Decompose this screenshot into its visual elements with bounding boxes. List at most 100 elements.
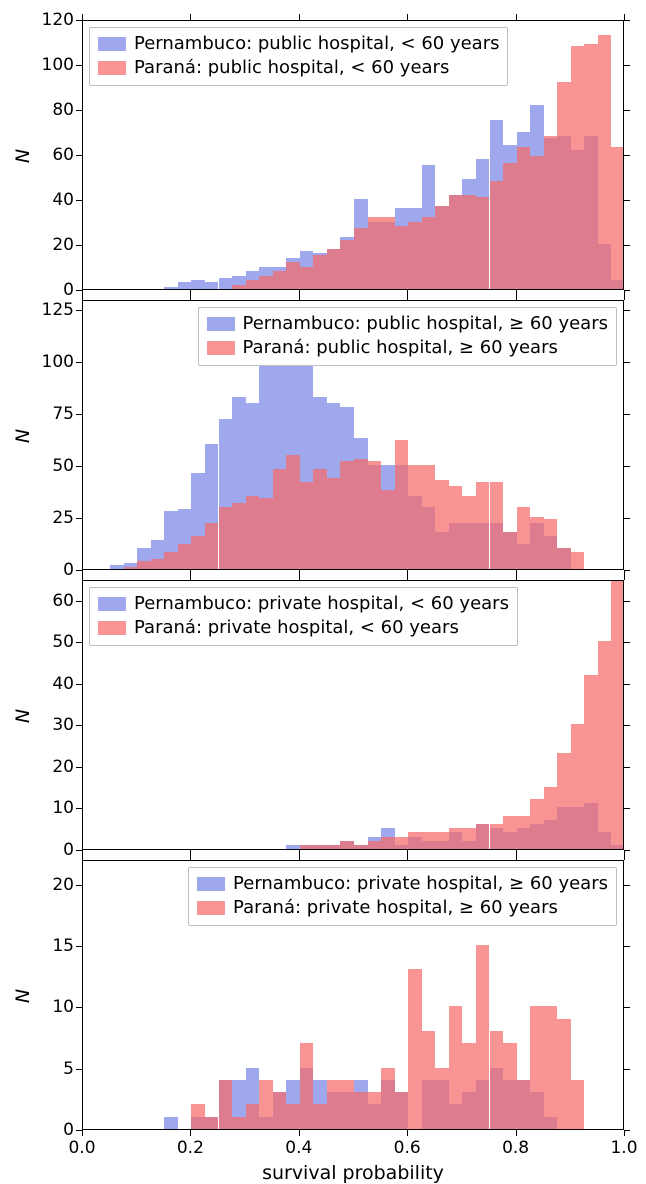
xtick-top [624, 574, 625, 580]
bar [313, 469, 327, 569]
ytick-right [624, 362, 630, 363]
xtick-top [624, 294, 625, 300]
legend-label: Paraná: private hospital, < 60 years [134, 616, 459, 640]
bar [408, 222, 422, 290]
legend-swatch [197, 901, 225, 915]
xtick-top [82, 574, 83, 580]
bar [151, 559, 165, 569]
xtick-label: 0.6 [387, 1138, 427, 1158]
bar [544, 1006, 558, 1129]
ytick [76, 155, 82, 156]
bar [259, 498, 273, 569]
bar [584, 675, 598, 849]
bar [557, 548, 571, 569]
ytick-label: 5 [34, 1059, 74, 1079]
xtick [82, 1130, 83, 1136]
bar [246, 1104, 260, 1129]
ytick-right [624, 725, 630, 726]
legend-swatch [197, 877, 225, 891]
bar [313, 255, 327, 289]
bar [584, 44, 598, 289]
ytick-right [624, 110, 630, 111]
bar [124, 567, 138, 569]
ytick-label: 60 [34, 591, 74, 611]
bar [557, 1019, 571, 1129]
bar [476, 824, 490, 849]
bar [340, 240, 354, 290]
ytick-label: 25 [34, 508, 74, 528]
xtick-top [190, 14, 191, 20]
bar [300, 482, 314, 569]
bar [422, 217, 436, 289]
xtick-top [190, 574, 191, 580]
bar [219, 278, 233, 289]
bar [313, 1104, 327, 1129]
bar [259, 1080, 273, 1129]
bar [300, 1043, 314, 1129]
bar [313, 845, 327, 849]
bar [611, 147, 623, 289]
bar [232, 285, 246, 290]
ylabel: N [12, 701, 34, 731]
xtick-top [407, 14, 408, 20]
bar [476, 945, 490, 1129]
legend-panel-1: Pernambuco: public hospital, < 60 yearsP… [89, 27, 508, 86]
xtick-top [299, 14, 300, 20]
ytick-right [624, 20, 630, 21]
panel-3: Pernambuco: private hospital, < 60 years… [82, 580, 624, 850]
bar [178, 544, 192, 569]
legend-panel-3: Pernambuco: private hospital, < 60 years… [89, 587, 518, 646]
bar [476, 482, 490, 569]
bar [422, 832, 436, 849]
bar [422, 465, 436, 569]
ytick-right [624, 245, 630, 246]
ytick [76, 20, 82, 21]
ytick [76, 518, 82, 519]
legend-label: Pernambuco: private hospital, ≥ 60 years [233, 872, 608, 896]
bar [490, 482, 504, 569]
legend-swatch [98, 61, 126, 75]
ytick [76, 725, 82, 726]
bar [300, 845, 314, 849]
bar [191, 536, 205, 569]
xtick-top [82, 854, 83, 860]
bar [598, 35, 612, 289]
xtick-top [82, 294, 83, 300]
bar [381, 217, 395, 289]
ytick [76, 601, 82, 602]
ytick-right [624, 518, 630, 519]
bar [503, 532, 517, 569]
legend-label: Pernambuco: private hospital, < 60 years [134, 592, 509, 616]
xtick-top [82, 14, 83, 20]
bar [259, 276, 273, 290]
ytick-right [624, 642, 630, 643]
bar [435, 206, 449, 289]
xtick [190, 1130, 191, 1136]
bar [232, 1117, 246, 1129]
xtick-top [516, 14, 517, 20]
bar [517, 1080, 531, 1129]
legend-swatch [207, 317, 235, 331]
ytick-right [624, 684, 630, 685]
legend-label: Paraná: private hospital, ≥ 60 years [233, 896, 558, 920]
bar [286, 455, 300, 569]
bar [110, 565, 124, 569]
xtick-top [516, 854, 517, 860]
ytick-label: 75 [34, 404, 74, 424]
ytick-right [624, 808, 630, 809]
ytick-label: 20 [34, 875, 74, 895]
ytick [76, 110, 82, 111]
xtick [299, 1130, 300, 1136]
ytick-label: 100 [34, 352, 74, 372]
ytick-label: 0 [34, 840, 74, 860]
bar [449, 195, 463, 290]
bar [395, 1092, 409, 1129]
bar [164, 552, 178, 569]
bar [530, 156, 544, 289]
ytick-label: 10 [34, 997, 74, 1017]
ytick-label: 125 [34, 300, 74, 320]
ytick-right [624, 65, 630, 66]
xtick [407, 1130, 408, 1136]
ytick-right [624, 200, 630, 201]
xtick-top [624, 14, 625, 20]
